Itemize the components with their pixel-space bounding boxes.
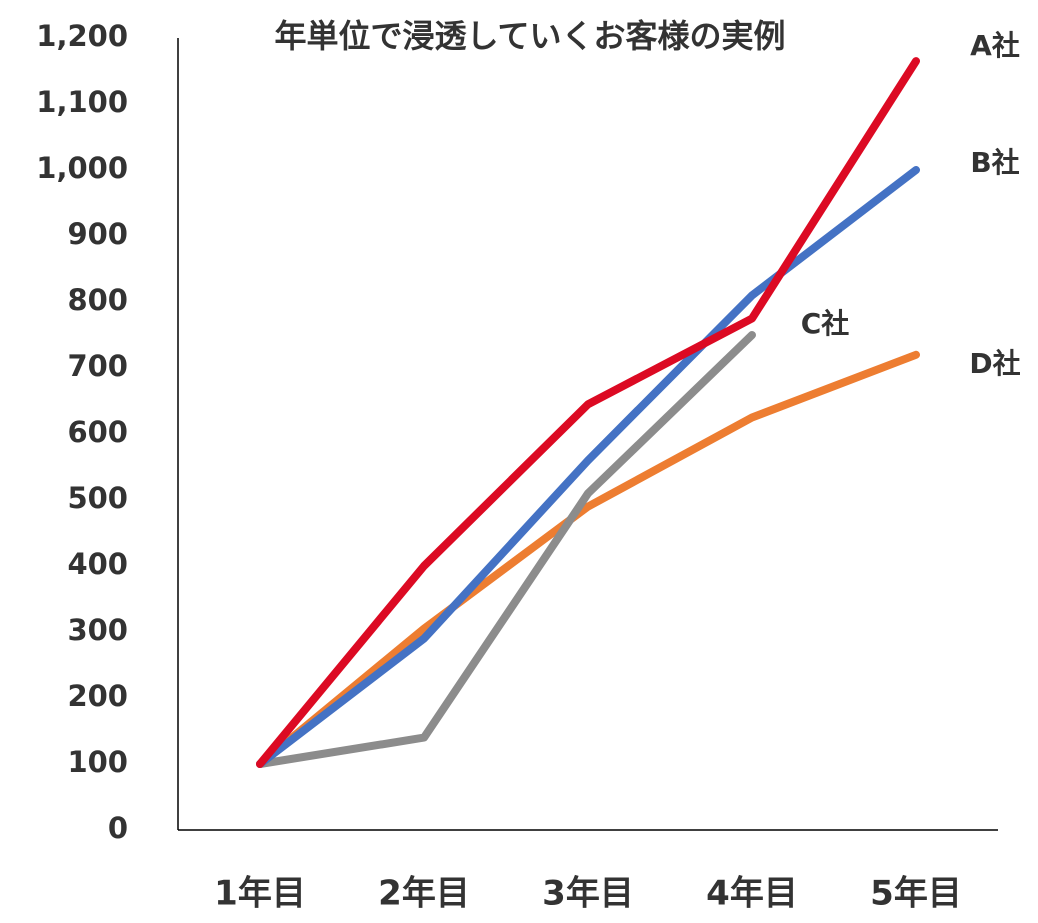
- y-tick-label: 900: [67, 217, 128, 251]
- y-tick-label: 200: [67, 679, 128, 713]
- y-tick-label: 300: [67, 613, 128, 647]
- series-label: B社: [970, 146, 1019, 179]
- y-tick-label: 1,000: [36, 151, 128, 185]
- chart-title: 年単位で浸透していくお客様の実例: [274, 17, 785, 55]
- line-series: [256, 350, 920, 768]
- y-tick-label: 800: [67, 283, 128, 317]
- y-tick-label: 0: [108, 811, 128, 845]
- y-tick-label: 700: [67, 349, 128, 383]
- x-tick-label: 2年目: [378, 874, 470, 914]
- y-tick-label: 1,200: [36, 19, 128, 53]
- x-tick-label: 5年目: [870, 874, 962, 914]
- series-label: C社: [801, 307, 850, 340]
- x-tick-label: 1年目: [214, 874, 306, 914]
- y-tick-label: 500: [67, 481, 128, 515]
- line-series: [256, 166, 920, 768]
- x-tick-label: 3年目: [542, 874, 634, 914]
- line-series: [256, 331, 756, 768]
- series-label: A社: [970, 29, 1020, 62]
- y-tick-label: 1,100: [36, 85, 128, 119]
- y-tick-label: 400: [67, 547, 128, 581]
- series-label: D社: [969, 347, 1020, 380]
- line-series: [256, 57, 920, 768]
- y-tick-label: 600: [67, 415, 128, 449]
- y-tick-label: 100: [67, 745, 128, 779]
- x-tick-label: 4年目: [706, 874, 798, 914]
